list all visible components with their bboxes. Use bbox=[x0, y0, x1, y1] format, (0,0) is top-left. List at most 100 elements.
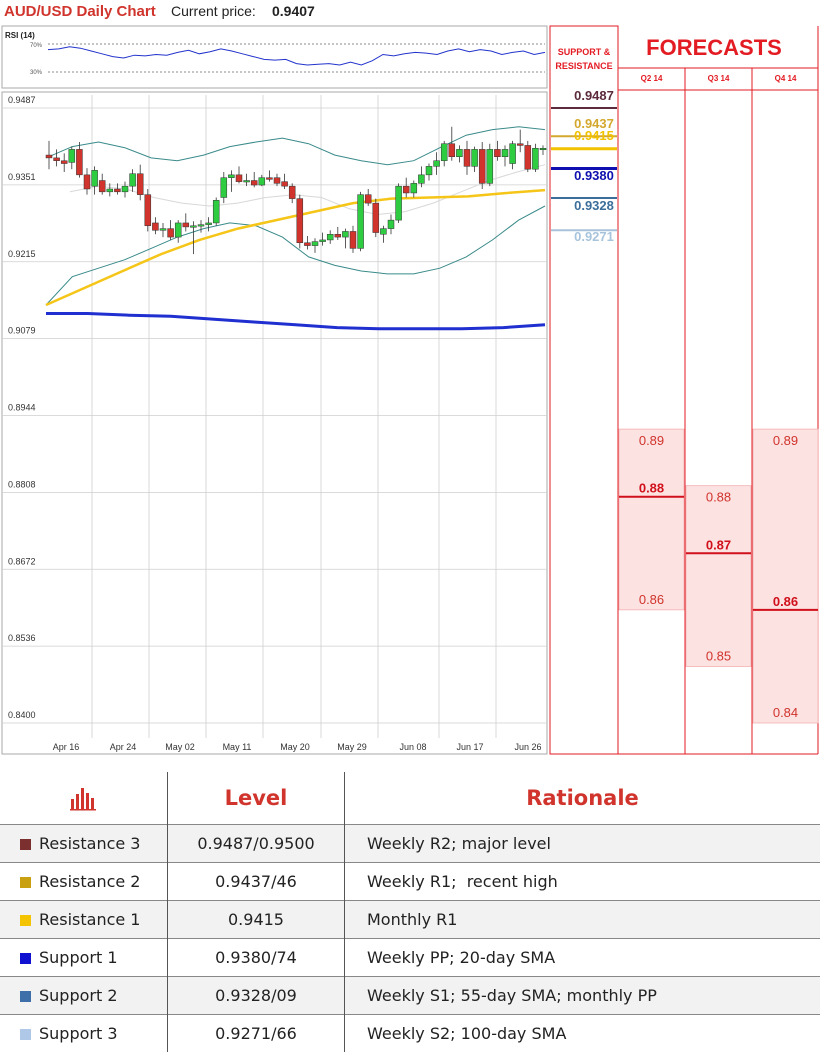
candle-body bbox=[274, 178, 280, 184]
sr-level-label: 0.9415 bbox=[574, 128, 614, 143]
candle-body bbox=[244, 181, 250, 183]
candle-body bbox=[304, 243, 310, 246]
candle-body bbox=[441, 144, 447, 161]
level-name-cell: Resistance 2 bbox=[0, 863, 168, 901]
candle-body bbox=[259, 178, 265, 185]
level-rationale-cell: Weekly S1; 55-day SMA; monthly PP bbox=[345, 977, 820, 1015]
candle-body bbox=[297, 199, 303, 243]
candle-body bbox=[84, 175, 90, 189]
candle-body bbox=[289, 186, 295, 198]
candle-body bbox=[525, 145, 531, 169]
candle-body bbox=[403, 186, 409, 193]
level-name-cell: Resistance 3 bbox=[0, 825, 168, 863]
level-value-cell: 0.9487/0.9500 bbox=[168, 825, 345, 863]
candle-body bbox=[449, 144, 455, 157]
x-tick-label: Apr 24 bbox=[110, 742, 137, 752]
chart-area: AUD/USD Daily Chart Current price: 0.940… bbox=[0, 0, 820, 760]
forecast-high-label: 0.88 bbox=[706, 490, 731, 505]
candle-body bbox=[228, 175, 234, 178]
level-name-cell: Support 1 bbox=[0, 939, 168, 977]
candle-body bbox=[46, 155, 52, 158]
forecast-quarter-label: Q2 14 bbox=[641, 74, 663, 83]
candle-body bbox=[236, 175, 242, 182]
candle-body bbox=[137, 174, 143, 195]
sr-header-line2: RESISTANCE bbox=[555, 61, 612, 71]
candle-body bbox=[540, 148, 546, 150]
sr-header-line1: SUPPORT & bbox=[558, 47, 611, 57]
forecast-low-label: 0.86 bbox=[639, 592, 664, 607]
candle-body bbox=[517, 144, 523, 146]
level-name: Resistance 3 bbox=[39, 834, 140, 853]
candle-body bbox=[168, 229, 174, 237]
level-rationale-cell: Weekly PP; 20-day SMA bbox=[345, 939, 820, 977]
candle-body bbox=[532, 148, 538, 169]
level-rationale-cell: Weekly S2; 100-day SMA bbox=[345, 1015, 820, 1052]
level-name: Support 2 bbox=[39, 986, 118, 1005]
candle-body bbox=[327, 234, 333, 240]
level-value-cell: 0.9271/66 bbox=[168, 1015, 345, 1052]
level-rationale-cell: Monthly R1 bbox=[345, 901, 820, 939]
candle-body bbox=[206, 223, 212, 225]
candle-body bbox=[312, 242, 318, 246]
sr-level-label: 0.9271 bbox=[574, 229, 614, 244]
y-tick-label: 0.9215 bbox=[8, 249, 36, 259]
level-color-swatch bbox=[20, 953, 31, 964]
sr-level-label: 0.9487 bbox=[574, 88, 614, 103]
level-color-swatch bbox=[20, 877, 31, 888]
candle-body bbox=[251, 181, 257, 186]
candle-body bbox=[418, 175, 424, 183]
level-name-cell: Resistance 1 bbox=[0, 901, 168, 939]
candle-body bbox=[494, 149, 500, 156]
candle-body bbox=[130, 174, 136, 186]
candle-body bbox=[388, 220, 394, 228]
candle-body bbox=[54, 158, 60, 161]
candle-body bbox=[426, 166, 432, 174]
candle-body bbox=[365, 195, 371, 203]
candle-body bbox=[373, 203, 379, 232]
candle-body bbox=[411, 183, 417, 193]
candle-body bbox=[183, 223, 189, 227]
forecast-high-label: 0.89 bbox=[639, 433, 664, 448]
level-rationale-cell: Weekly R1; recent high bbox=[345, 863, 820, 901]
level-name-cell: Support 2 bbox=[0, 977, 168, 1015]
x-tick-label: Apr 16 bbox=[53, 742, 80, 752]
y-tick-label: 0.8672 bbox=[8, 556, 36, 566]
candle-body bbox=[456, 149, 462, 156]
level-color-swatch bbox=[20, 991, 31, 1002]
candle-body bbox=[76, 149, 82, 174]
forecast-range-box bbox=[686, 486, 751, 667]
rsi-panel bbox=[2, 26, 547, 88]
candle-body bbox=[107, 189, 113, 192]
level-value-cell: 0.9328/09 bbox=[168, 977, 345, 1015]
level-value-cell: 0.9437/46 bbox=[168, 863, 345, 901]
x-tick-label: May 29 bbox=[337, 742, 367, 752]
candle-body bbox=[396, 186, 402, 220]
x-tick-label: May 20 bbox=[280, 742, 310, 752]
candle-body bbox=[479, 149, 485, 183]
forecast-low-label: 0.84 bbox=[773, 705, 798, 720]
level-name: Resistance 1 bbox=[39, 910, 140, 929]
sr-level-label: 0.9328 bbox=[574, 198, 614, 213]
candle-body bbox=[487, 149, 493, 183]
candle-body bbox=[122, 186, 128, 192]
candle-body bbox=[266, 178, 272, 180]
y-tick-label: 0.9487 bbox=[8, 95, 36, 105]
candle-body bbox=[464, 149, 470, 166]
level-header: Level bbox=[168, 772, 345, 825]
candle-body bbox=[198, 225, 204, 227]
price-panel bbox=[2, 92, 547, 754]
forecast-quarter-label: Q3 14 bbox=[708, 74, 730, 83]
level-value-cell: 0.9415 bbox=[168, 901, 345, 939]
candle-body bbox=[335, 234, 341, 237]
candle-body bbox=[282, 182, 288, 187]
candle-body bbox=[190, 226, 196, 228]
forecast-mid-label: 0.87 bbox=[706, 537, 731, 552]
